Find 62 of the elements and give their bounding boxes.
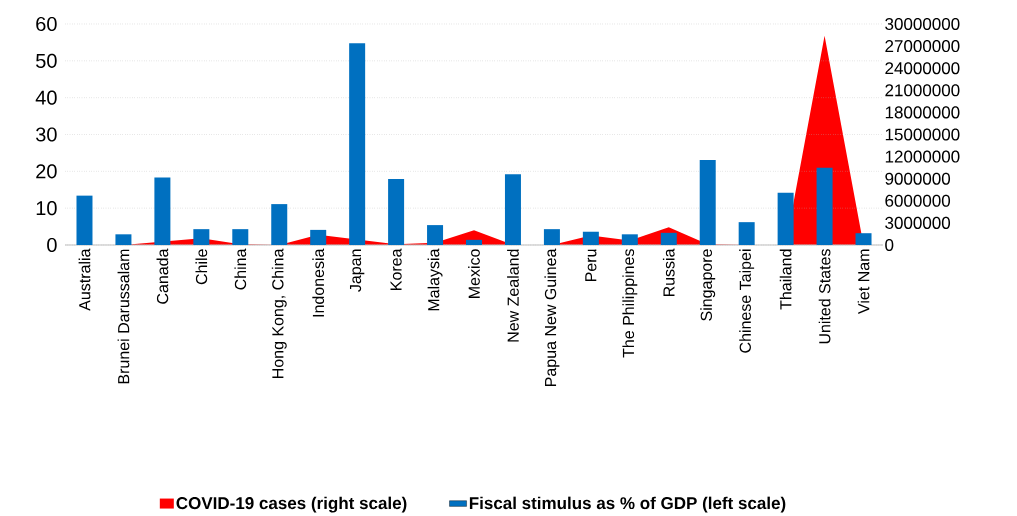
bar	[271, 204, 288, 245]
x-tick-label: New Zealand	[507, 249, 519, 342]
y-tick-label: 10	[36, 201, 57, 216]
x-tick-label: United States	[818, 249, 831, 344]
legend-label: Fiscal stimulus as % of GDP (left scale)	[469, 496, 786, 513]
x-tick-label: Viet Nam	[857, 249, 870, 314]
x-tick-label: Korea	[390, 248, 402, 290]
y2-tick-label: 18000000	[885, 106, 960, 119]
bar	[621, 234, 638, 245]
bar	[855, 233, 872, 245]
bar	[76, 195, 93, 245]
bar	[388, 179, 405, 245]
bar	[427, 225, 444, 245]
bar	[154, 177, 171, 245]
bar	[816, 167, 833, 245]
y2-tick-label: 3000000	[885, 216, 951, 229]
x-tick-label: Brunei Darussalam	[117, 249, 130, 384]
y2-tick-label: 12000000	[885, 150, 960, 163]
bar	[504, 174, 521, 245]
y-tick-label: 50	[36, 53, 57, 68]
x-tick-label: China	[234, 248, 247, 290]
y2-tick-label: 24000000	[885, 62, 960, 75]
x-tick-label: Singapore	[700, 249, 716, 321]
bar	[699, 159, 716, 245]
bar	[738, 222, 755, 245]
x-tick-label: Mexico	[468, 249, 480, 298]
y-tick-label: 0	[47, 237, 57, 253]
bar	[660, 232, 677, 245]
y-tick-label: 40	[35, 90, 57, 105]
bar	[349, 43, 366, 245]
bar	[193, 229, 210, 245]
bar	[582, 231, 599, 245]
y2-tick-label: 0	[885, 238, 894, 252]
bar	[466, 239, 482, 245]
x-tick-label: The Philippines	[622, 249, 638, 358]
x-tick-label: Japan	[349, 249, 365, 292]
x-tick-label: Peru	[585, 249, 597, 281]
legend-label: COVID-19 cases (right scale)	[176, 496, 407, 513]
x-tick-label: Canada	[156, 248, 169, 304]
y2-tick-label: 27000000	[885, 40, 960, 53]
y-tick-label: 30	[36, 127, 57, 142]
y2-tick-label: 30000000	[885, 17, 960, 31]
bar	[777, 192, 794, 245]
y-tick-label: 60	[36, 16, 57, 32]
x-tick-label: Hong Kong, China	[271, 248, 287, 378]
bar	[232, 229, 249, 245]
y2-tick-label: 15000000	[885, 128, 960, 141]
bar	[115, 234, 132, 245]
x-tick-label: Chile	[195, 249, 208, 285]
x-tick-label: Chinese Taipei	[739, 249, 755, 353]
x-tick-label: Thailand	[779, 249, 792, 310]
x-tick-label: Australia	[78, 248, 91, 311]
y2-tick-label: 6000000	[885, 194, 951, 207]
y-tick-label: 20	[36, 164, 57, 179]
bar	[310, 229, 327, 245]
x-tick-label: Malaysia	[427, 248, 443, 311]
x-tick-label: Russia	[662, 248, 675, 297]
y2-tick-label: 21000000	[885, 84, 960, 97]
x-tick-label: Papua New Guinea	[544, 248, 560, 386]
bar	[543, 229, 560, 245]
y2-tick-label: 9000000	[885, 172, 951, 185]
x-tick-label: Indonesia	[312, 248, 325, 317]
